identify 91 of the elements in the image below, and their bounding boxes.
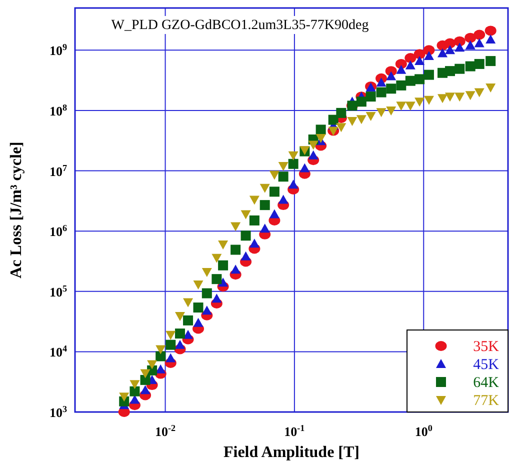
point	[212, 254, 222, 263]
point	[356, 96, 366, 107]
point	[230, 264, 241, 274]
point	[424, 70, 434, 80]
point	[474, 58, 484, 69]
x-tick-label: 10$^{-1}$	[284, 423, 306, 439]
y-tick-label: 10$^{8}$	[49, 102, 68, 118]
y-tick-label: 10$^{7}$	[49, 162, 68, 179]
x-tick-label: 10$^{-2}$	[154, 423, 176, 439]
y-tick-label: 10$^{5}$	[49, 283, 68, 300]
point	[278, 172, 288, 182]
point	[386, 84, 396, 94]
point	[395, 58, 407, 69]
point	[260, 224, 270, 233]
point	[240, 230, 251, 241]
point	[396, 102, 406, 111]
point	[278, 194, 288, 204]
point	[356, 115, 366, 124]
point	[193, 318, 204, 327]
point	[212, 294, 222, 303]
point	[396, 80, 406, 90]
point	[183, 315, 194, 326]
point	[454, 42, 465, 52]
point	[183, 298, 194, 308]
point	[474, 38, 484, 48]
point	[444, 92, 455, 102]
point	[202, 288, 212, 298]
legend-label: 77K	[473, 393, 500, 409]
point	[278, 162, 288, 171]
point	[405, 76, 416, 86]
point	[193, 302, 204, 313]
point	[193, 280, 204, 290]
point	[249, 196, 260, 205]
point	[366, 112, 376, 121]
point	[288, 151, 298, 160]
point	[424, 51, 434, 60]
point	[183, 330, 194, 339]
point	[336, 123, 346, 132]
legend-label: 45K	[473, 357, 500, 373]
point	[202, 268, 212, 277]
point	[376, 78, 386, 87]
point	[240, 251, 251, 260]
point	[376, 87, 386, 98]
y-axis-title: Ac Loss [J/m³ cycle]	[8, 142, 25, 278]
point	[424, 96, 434, 105]
point	[386, 106, 396, 116]
point	[474, 88, 484, 98]
point	[240, 210, 251, 220]
x-tick-label: 10$^{0}$	[414, 423, 433, 439]
point	[269, 170, 280, 180]
point	[366, 92, 376, 102]
point	[414, 56, 425, 66]
point	[308, 140, 318, 150]
point	[454, 36, 466, 46]
legend-label: 35K	[473, 339, 500, 355]
point	[260, 184, 270, 193]
point	[347, 116, 358, 126]
point	[454, 64, 465, 74]
point	[288, 158, 298, 169]
text: W_PLD GZO-GdBCO1.2um3L35-77K90deg	[111, 18, 369, 33]
point	[454, 92, 465, 102]
y-tick-label: 10$^{3}$	[49, 404, 68, 420]
point	[249, 215, 260, 226]
point	[405, 60, 416, 70]
point	[414, 49, 426, 60]
point	[260, 200, 270, 210]
point	[396, 64, 406, 74]
point	[404, 53, 416, 64]
point	[376, 108, 386, 118]
point	[336, 108, 346, 118]
point	[212, 274, 222, 284]
point	[288, 180, 298, 189]
point	[474, 30, 486, 40]
y-tick-label: 10$^{9}$	[49, 42, 68, 58]
point	[405, 102, 416, 111]
x-axis-title: Field Amplitude [T]	[223, 444, 360, 461]
point	[202, 306, 212, 315]
point	[414, 98, 425, 107]
point	[249, 238, 260, 248]
point	[414, 74, 425, 84]
point	[386, 71, 396, 80]
y-tick-label: 10$^{6}$	[49, 223, 68, 240]
point	[269, 186, 280, 197]
point	[230, 222, 241, 232]
legend-label: 64K	[473, 375, 500, 391]
point	[230, 244, 241, 255]
point	[269, 209, 280, 218]
point	[308, 150, 318, 160]
point	[444, 45, 455, 54]
point	[300, 163, 310, 172]
y-tick-label: 10$^{4}$	[49, 344, 68, 360]
